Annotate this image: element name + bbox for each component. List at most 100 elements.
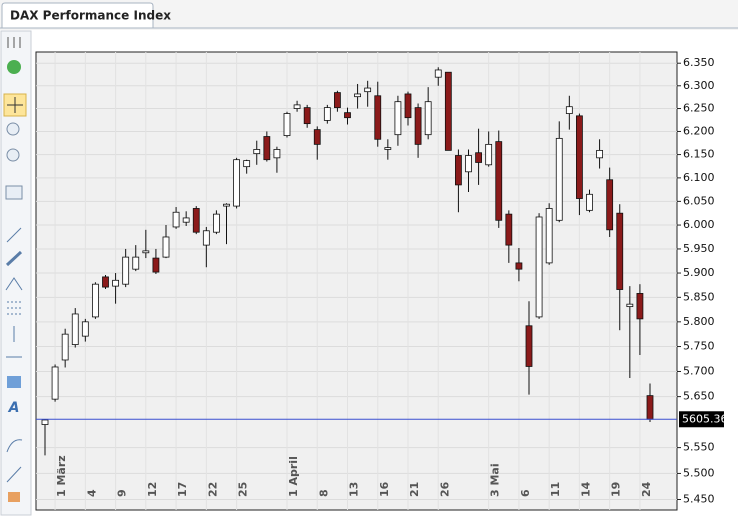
- tool-refresh[interactable]: [7, 60, 21, 74]
- candle-body: [152, 257, 160, 273]
- candle-body: [323, 107, 331, 121]
- y-tick-label: 5.700: [683, 364, 715, 377]
- y-tick-label: 6.150: [683, 148, 715, 161]
- tool-zoom-in[interactable]: [6, 122, 20, 136]
- tool-colors[interactable]: [8, 492, 20, 502]
- x-tick-label: 17: [176, 482, 189, 497]
- candle-body: [475, 152, 482, 163]
- candle-body: [122, 256, 130, 285]
- candle-body: [61, 333, 69, 361]
- candle-body: [162, 236, 170, 258]
- candle-body: [273, 149, 281, 159]
- candle-body: [71, 313, 79, 345]
- y-tick-label: 6.000: [683, 218, 715, 231]
- y-tick-label: 6.300: [683, 79, 715, 92]
- tool-columns[interactable]: [7, 37, 21, 48]
- last-price-box: [679, 411, 724, 428]
- x-tick-label: 12: [146, 482, 159, 497]
- candle-body: [515, 262, 523, 270]
- y-tick-label: 5.550: [683, 441, 715, 454]
- candle-body: [505, 213, 513, 246]
- candle-body: [313, 129, 321, 145]
- candle-body: [465, 155, 472, 173]
- candle-body: [444, 71, 452, 151]
- x-tick-label: 14: [579, 481, 592, 497]
- candle-body: [535, 216, 543, 318]
- y-tick-label: 5.500: [683, 466, 715, 479]
- y-tick-label: 5.950: [683, 242, 715, 255]
- y-tick-label: 6.350: [683, 56, 715, 69]
- x-tick-label: 8: [317, 489, 330, 497]
- y-tick-label: 5.650: [683, 390, 715, 403]
- x-tick-label: 3 Mai: [489, 463, 502, 497]
- candle-body: [182, 217, 190, 223]
- tool-rect[interactable]: [7, 376, 21, 388]
- candle-body: [384, 147, 392, 150]
- candle-body: [565, 106, 573, 114]
- candle-body: [263, 136, 271, 161]
- x-tick-label: 13: [348, 482, 361, 497]
- candle-body: [243, 160, 251, 168]
- candle-body: [172, 211, 180, 228]
- y-tick-label: 6.050: [683, 194, 715, 207]
- tool-line[interactable]: [6, 227, 22, 243]
- tab[interactable]: [1, 2, 154, 28]
- y-tick-label: 5.450: [683, 493, 715, 506]
- tool-text-icon[interactable]: A: [8, 400, 20, 416]
- x-tick-label: 9: [116, 489, 129, 497]
- candle-body: [555, 137, 563, 221]
- x-tick-label: 25: [237, 482, 250, 497]
- tool-ray[interactable]: [6, 466, 22, 483]
- candle-body: [636, 293, 644, 320]
- candle-body: [202, 230, 210, 246]
- candle-body: [394, 101, 402, 136]
- candle-body: [525, 325, 533, 367]
- candle-body: [51, 366, 59, 400]
- candle-body: [576, 115, 583, 199]
- last-price-label: 5605.36: [682, 412, 728, 425]
- plot-area: [35, 51, 678, 511]
- tool-zoom-out[interactable]: [6, 148, 20, 162]
- candle-body: [606, 179, 614, 231]
- x-tick-label: 16: [378, 481, 391, 497]
- candle-body: [495, 141, 503, 221]
- x-tick-label: 21: [408, 482, 421, 497]
- candle-body: [41, 419, 49, 425]
- candle-body: [132, 256, 140, 270]
- x-tick-label: 26: [438, 481, 451, 497]
- x-tick-label: 6: [519, 489, 532, 497]
- y-tick-label: 6.200: [683, 124, 715, 137]
- candle-body: [293, 104, 301, 109]
- y-tick-label: 6.100: [683, 171, 715, 184]
- x-tick-label: 19: [610, 482, 623, 497]
- y-tick-label: 5.800: [683, 315, 715, 328]
- candle-body: [434, 69, 442, 78]
- tool-curve[interactable]: [6, 439, 23, 453]
- candle-body: [303, 107, 311, 125]
- tool-fib[interactable]: [7, 301, 22, 315]
- candle-body: [414, 107, 422, 145]
- tool-channel[interactable]: [5, 250, 23, 267]
- candle-body: [92, 283, 99, 318]
- candle-body: [81, 321, 89, 337]
- candle-body: [586, 193, 593, 211]
- y-tick-label: 5.900: [683, 266, 715, 279]
- candle-body: [283, 113, 291, 137]
- candle-body: [374, 95, 382, 140]
- candle-body: [545, 208, 553, 264]
- candle-body: [233, 159, 240, 207]
- candle-body: [142, 250, 150, 254]
- candle-body: [253, 149, 261, 155]
- tool-triangle[interactable]: [5, 277, 23, 291]
- candle-body: [354, 93, 361, 98]
- x-tick-label: 1 März: [55, 455, 68, 497]
- toolbar-icons: A: [3, 37, 27, 502]
- candle-body: [223, 203, 230, 207]
- candle-body: [334, 92, 341, 109]
- y-tick-label: 5.850: [683, 290, 715, 303]
- candle-body: [213, 213, 220, 233]
- tool-print[interactable]: [5, 185, 23, 200]
- candle-body: [344, 112, 351, 119]
